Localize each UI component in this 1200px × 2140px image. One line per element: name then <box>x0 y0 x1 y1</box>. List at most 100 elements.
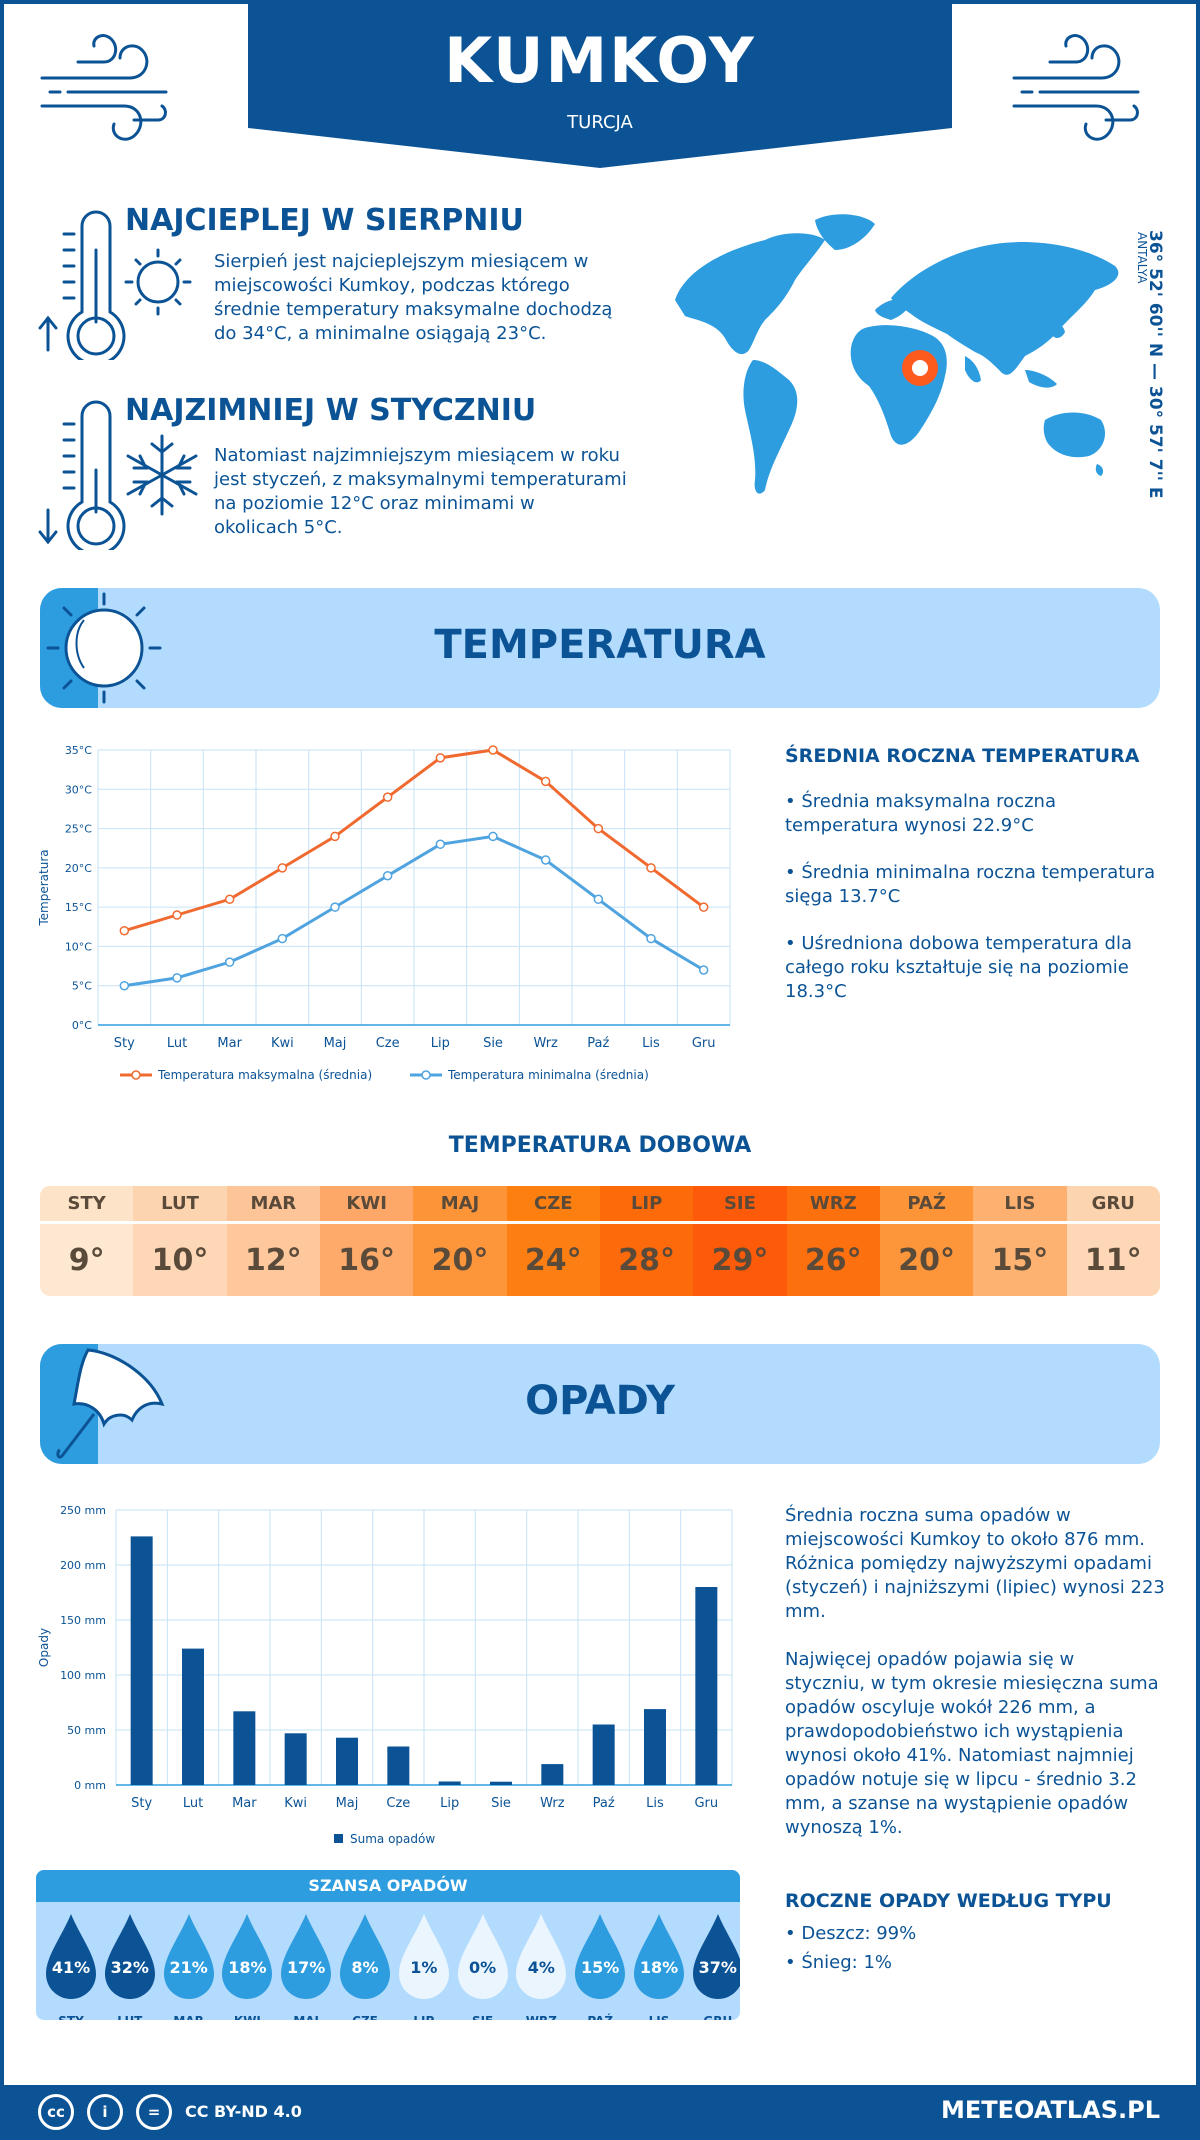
data-point <box>540 855 551 865</box>
data-point <box>172 910 182 920</box>
data-point <box>330 831 340 842</box>
precip-bar <box>592 1724 615 1785</box>
x-tick-label: Sie <box>483 1036 503 1051</box>
thermometer-sun-icon <box>38 210 192 360</box>
umbrella-icon <box>56 1348 165 1459</box>
precip-type-rain: • Deszcz: 99% <box>785 1923 917 1944</box>
wind-icon-left <box>40 34 168 141</box>
precip-chance-month: WRZ <box>508 2014 574 2020</box>
thermometer-snow-icon <box>38 400 198 550</box>
daily-temp-month: SIE <box>693 1186 787 1224</box>
daily-temp-month: LUT <box>133 1186 227 1224</box>
precip-bar <box>438 1781 461 1785</box>
x-tick-label: Lis <box>642 1036 660 1051</box>
precip-chance-month: SIE <box>450 2014 516 2020</box>
data-point <box>593 894 604 905</box>
precip-title: OPADY <box>525 1378 675 1424</box>
precip-bar <box>644 1709 666 1785</box>
data-point <box>224 894 235 905</box>
precip-types-list: • Deszcz: 99% • Śnieg: 1% <box>785 1922 916 1975</box>
precip-chance-month: MAR <box>156 2014 222 2020</box>
data-point <box>540 776 551 787</box>
y-tick-label: 30°C <box>65 783 92 796</box>
data-point <box>435 839 446 850</box>
precip-header-band <box>40 1344 1160 1464</box>
precip-chance-value: 21% <box>169 1958 208 1977</box>
daily-temp-value: 20° <box>879 1224 974 1296</box>
raindrop-icon <box>575 1914 626 1999</box>
data-point <box>646 933 656 944</box>
y-axis-label: Temperatura <box>37 849 51 926</box>
daily-temp-value: 11° <box>1066 1224 1160 1296</box>
annual-temp-title: ŚREDNIA ROCZNA TEMPERATURA <box>785 745 1140 767</box>
x-tick-label: Gru <box>694 1796 718 1811</box>
daily-temp-cell: CZE 24° <box>506 1186 600 1296</box>
y-tick-label: 150 mm <box>60 1614 106 1627</box>
precip-chance-title: SZANSA OPADÓW <box>36 1870 740 1902</box>
raindrop-icon <box>281 1914 332 1999</box>
y-tick-label: 50 mm <box>67 1724 106 1737</box>
y-tick-label: 0°C <box>72 1019 92 1032</box>
raindrop-icon <box>46 1914 96 1999</box>
footer <box>0 2085 1200 2140</box>
data-point <box>119 980 130 991</box>
precip-chance-value: 8% <box>351 1958 379 1977</box>
annual-temp-bullet-max: • Średnia maksymalna roczna temperatura w… <box>785 791 1056 836</box>
x-tick-label: Cze <box>386 1796 410 1811</box>
data-point <box>593 823 604 834</box>
precip-chance-value: 17% <box>287 1958 326 1977</box>
y-tick-label: 10°C <box>65 940 92 953</box>
x-tick-label: Sty <box>131 1796 152 1811</box>
title-banner <box>248 0 952 170</box>
x-tick-label: Mar <box>217 1036 242 1051</box>
temperature-title: TEMPERATURA <box>434 622 766 668</box>
country-label: TURCJA <box>567 112 633 133</box>
x-tick-label: Maj <box>336 1796 359 1811</box>
raindrop-icon <box>457 1914 508 1999</box>
temperature-header-band <box>40 588 1160 708</box>
y-tick-label: 200 mm <box>60 1559 106 1572</box>
y-tick-label: 35°C <box>65 744 92 757</box>
daily-temp-cell: LIS 15° <box>973 1186 1067 1296</box>
data-point <box>382 792 393 802</box>
precip-chance-item: 8%CZE <box>338 1912 392 2020</box>
daily-temp-cell: SIE 29° <box>693 1186 787 1296</box>
precip-bar <box>130 1536 153 1785</box>
brand-link[interactable]: METEOATLAS.PL <box>940 2096 1160 2124</box>
coldest-title: NAJZIMNIEJ W STYCZNIU <box>125 393 537 428</box>
daily-temp-cell: LUT 10° <box>133 1186 227 1296</box>
precip-chance-item: 37%GRU <box>691 1912 740 2020</box>
no-derivatives-icon: = <box>136 2094 172 2130</box>
x-tick-label: Paź <box>587 1036 609 1051</box>
precip-chance-month: KWI <box>214 2014 280 2020</box>
precip-chance-value: 4% <box>527 1958 555 1977</box>
daily-temp-month: WRZ <box>786 1186 880 1224</box>
daily-temp-cell: LIP 28° <box>599 1186 694 1296</box>
daily-temp-value: 10° <box>133 1224 227 1296</box>
precip-bar <box>541 1764 564 1785</box>
x-tick-label: Lip <box>440 1796 459 1811</box>
daily-temp-cell: KWI 16° <box>319 1186 414 1296</box>
precip-bar <box>490 1781 512 1785</box>
legend-label: Temperatura minimalna (średnia) <box>447 1068 649 1082</box>
y-tick-label: 0 mm <box>74 1779 106 1792</box>
x-tick-label: Paź <box>593 1796 615 1811</box>
precip-chance-month: PAŹ <box>567 2014 633 2020</box>
precip-chance-value: 18% <box>639 1958 679 1977</box>
x-tick-label: Sie <box>491 1796 511 1811</box>
y-tick-label: 20°C <box>65 862 92 875</box>
hottest-text: Sierpień jest najcieplejszym miesiącem w… <box>214 251 613 344</box>
daily-temp-month: LIP <box>599 1186 694 1224</box>
data-point <box>330 902 340 912</box>
daily-temp-month: STY <box>40 1186 134 1224</box>
precip-chance-month: LIP <box>391 2014 457 2020</box>
precip-bar <box>336 1737 358 1785</box>
data-point <box>382 870 393 881</box>
precip-chance-item: 18%KWI <box>220 1912 274 2020</box>
city-title: KUMKOY <box>444 24 756 97</box>
precip-chance-month: CZE <box>332 2014 398 2020</box>
daily-temp-value: 16° <box>319 1224 414 1296</box>
raindrop-icon <box>634 1914 684 1999</box>
series-line <box>123 748 705 933</box>
precip-chance-item: 18%LIS <box>632 1912 686 2020</box>
